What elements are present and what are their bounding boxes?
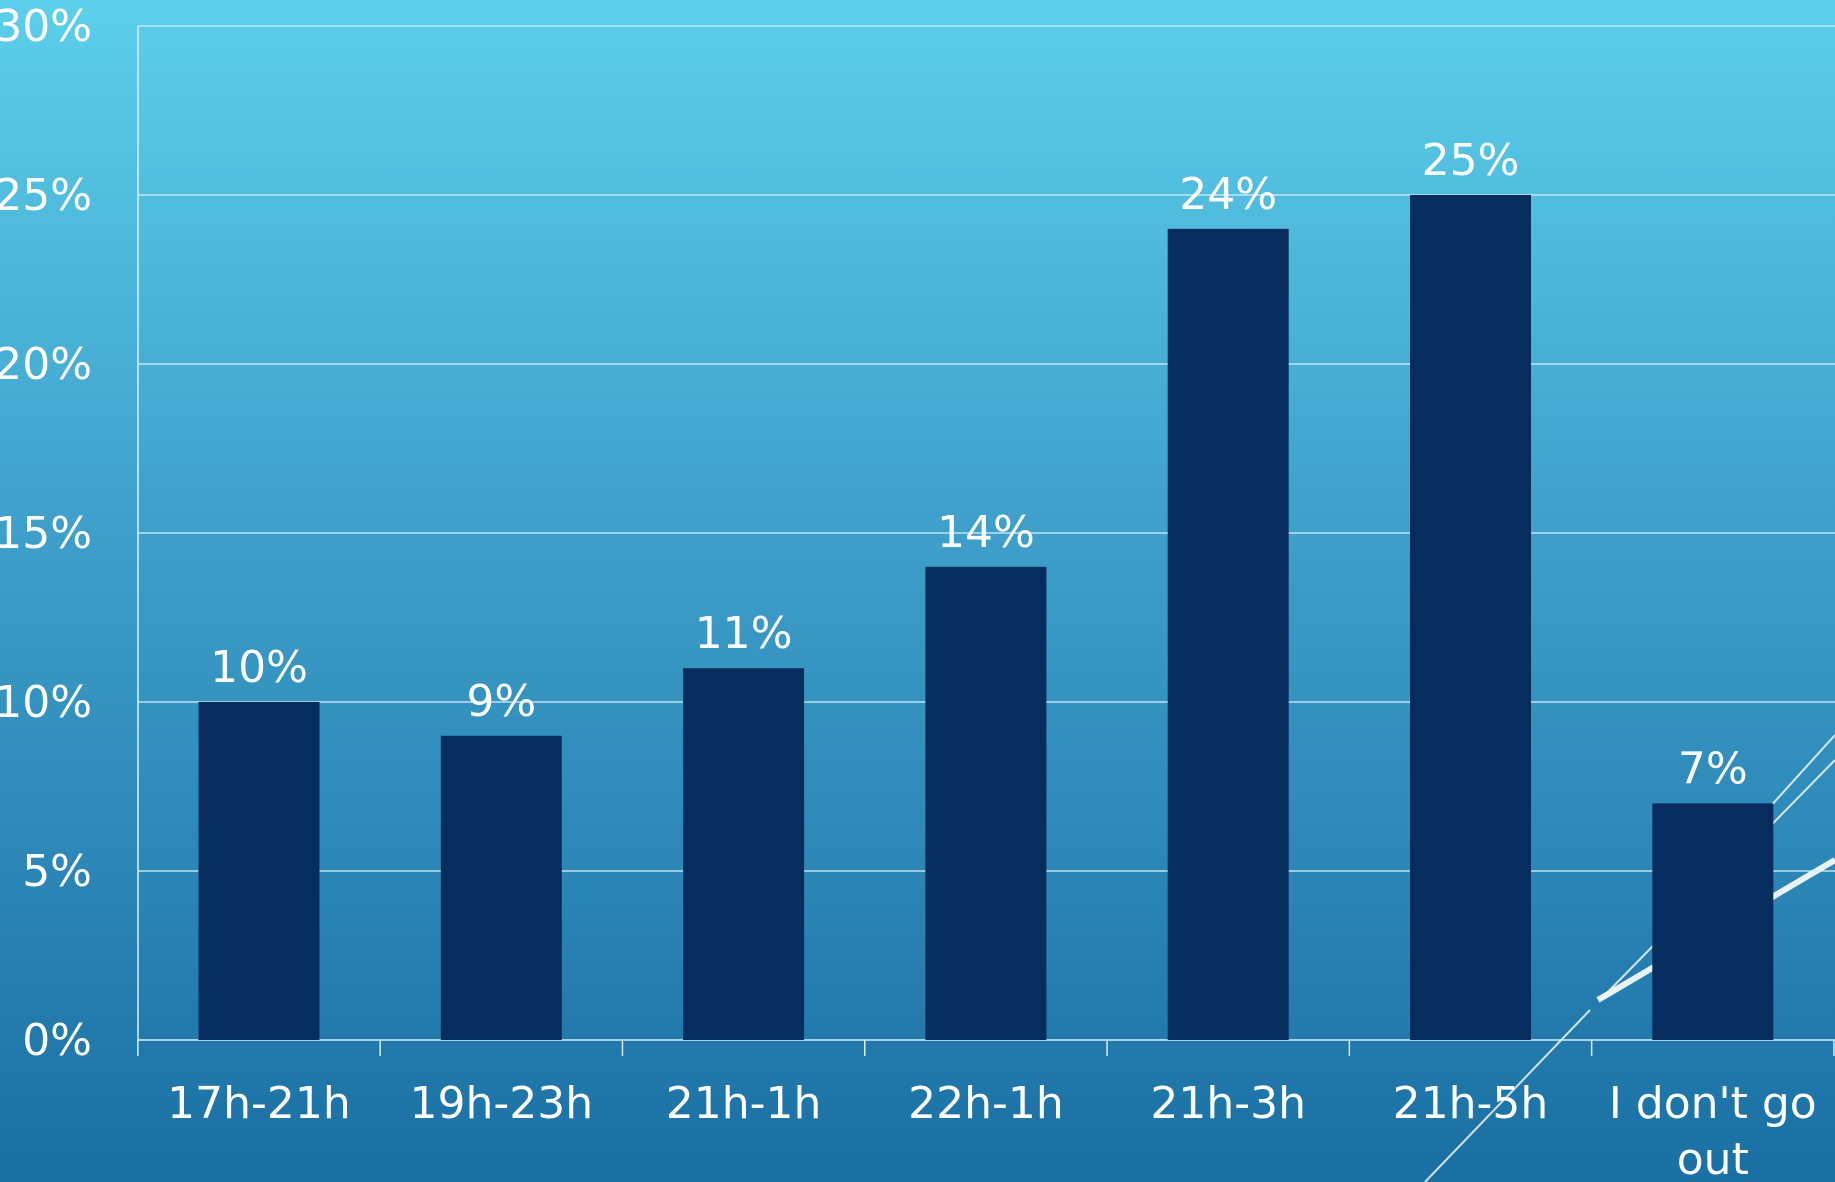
- category-label-line: I don't go: [1609, 1078, 1817, 1129]
- decor-line: [1424, 1009, 1591, 1182]
- data-label: 25%: [1422, 135, 1520, 186]
- bar: [1652, 803, 1774, 1040]
- y-tick-label: 20%: [0, 339, 92, 390]
- y-tick-label: 10%: [0, 677, 92, 728]
- category-label-line: out: [1677, 1134, 1749, 1182]
- y-tick-label: 25%: [0, 170, 92, 221]
- category-label: 22h-1h: [908, 1078, 1064, 1129]
- y-tick-label: 15%: [0, 508, 92, 559]
- category-label: I don't go out: [1609, 1078, 1817, 1182]
- bar: [925, 566, 1047, 1040]
- category-label-line: 17h-21h: [167, 1078, 351, 1129]
- category-label-line: 21h-3h: [1150, 1078, 1306, 1129]
- bar: [1410, 195, 1531, 1040]
- data-label: 7%: [1678, 743, 1748, 794]
- category-label-line: 22h-1h: [908, 1078, 1064, 1129]
- data-label: 10%: [210, 642, 308, 693]
- data-label: 9%: [466, 676, 536, 727]
- category-label: 21h-5h: [1393, 1078, 1549, 1129]
- data-label: 24%: [1179, 169, 1277, 220]
- category-label: 21h-3h: [1150, 1078, 1306, 1129]
- category-label: 17h-21h: [167, 1078, 351, 1129]
- bar: [683, 668, 805, 1040]
- data-label: 11%: [695, 608, 793, 659]
- category-label: 21h-1h: [666, 1078, 822, 1129]
- category-label-line: 19h-23h: [409, 1078, 593, 1129]
- bar: [198, 702, 320, 1040]
- data-label: 14%: [937, 507, 1035, 558]
- category-label-line: 21h-5h: [1393, 1078, 1549, 1129]
- category-label: 19h-23h: [409, 1078, 593, 1129]
- y-tick-label: 0%: [22, 1015, 92, 1066]
- bar: [440, 735, 562, 1040]
- bar: [1167, 228, 1289, 1041]
- y-tick-label: 30%: [0, 1, 92, 52]
- category-label-line: 21h-1h: [666, 1078, 822, 1129]
- y-tick-label: 5%: [22, 846, 92, 897]
